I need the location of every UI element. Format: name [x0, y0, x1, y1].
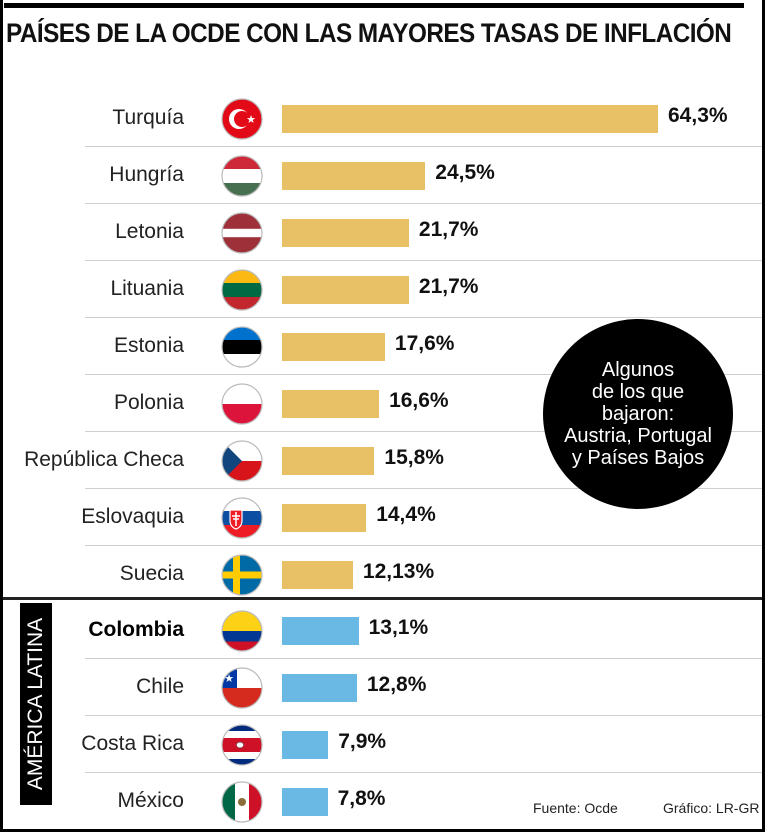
flag-lt-icon — [221, 269, 263, 311]
flag-cl-icon: ★ — [221, 667, 263, 709]
latam-label-text: AMÉRICA LATINA — [24, 617, 47, 791]
flag-se-icon — [221, 554, 263, 596]
value-label: 16,6% — [389, 389, 449, 412]
latam-group-label: AMÉRICA LATINA — [20, 603, 52, 805]
bar — [282, 731, 329, 759]
group-divider — [3, 597, 762, 600]
row-separator — [85, 203, 762, 204]
value-label: 17,6% — [394, 332, 455, 355]
annotation-line: Algunos — [601, 359, 675, 381]
flag-pl-icon — [221, 383, 263, 425]
annotation-line: bajaron: — [601, 403, 675, 425]
value-label: 24,5% — [435, 161, 495, 184]
bar-row: Suecia 12,13% — [0, 546, 762, 603]
country-label: Chile — [136, 675, 184, 698]
annotation-line: de los que — [591, 381, 685, 403]
row-separator — [85, 715, 762, 716]
annotation-line: y Países Bajos — [571, 447, 705, 469]
value-label: 64,3% — [668, 104, 728, 127]
value-label: 7,8% — [337, 787, 386, 810]
bar-row: Colombia 13,1% — [0, 602, 762, 659]
bar — [282, 447, 375, 475]
bar — [282, 561, 353, 589]
bar — [282, 788, 328, 816]
bar-row: México 7,8% — [0, 773, 762, 830]
credit-note: Gráfico: LR-GR — [663, 800, 760, 816]
row-separator — [85, 260, 762, 261]
country-label: Colombia — [88, 618, 184, 641]
country-label: Letonia — [115, 220, 184, 243]
flag-mx-icon — [221, 781, 263, 823]
country-label: Costa Rica — [81, 732, 184, 755]
row-separator — [85, 545, 762, 546]
country-label: Turquía — [112, 106, 184, 129]
value-label: 21,7% — [418, 275, 479, 298]
bar-row: República Checa 15,8% — [0, 432, 762, 489]
country-label: República Checa — [24, 448, 184, 471]
country-label: Hungría — [109, 163, 184, 186]
value-label: 14,4% — [376, 503, 436, 526]
bar-row: Lituania 21,7% — [0, 261, 762, 318]
bar-row: Estonia 17,6% — [0, 318, 762, 375]
annotation-bubble: Algunos de los que bajaron: Austria, Por… — [543, 319, 733, 509]
bar — [282, 674, 357, 702]
country-label: México — [117, 789, 184, 812]
bar-row: Hungría 24,5% — [0, 147, 762, 204]
svg-text:★: ★ — [246, 114, 256, 126]
top-rule — [4, 3, 744, 8]
value-label: 21,7% — [418, 218, 479, 241]
country-label: Polonia — [113, 391, 184, 414]
source-note: Fuente: Ocde — [533, 800, 618, 816]
annotation-line: Austria, Portugal — [564, 425, 712, 447]
country-label: Estonia — [113, 334, 184, 357]
row-separator — [85, 317, 762, 318]
bar — [282, 333, 385, 361]
flag-lv-icon — [221, 212, 263, 254]
country-label: Lituania — [110, 277, 184, 300]
bar-row: Letonia 21,7% — [0, 204, 762, 261]
svg-text:★: ★ — [224, 673, 234, 685]
row-separator — [85, 374, 762, 375]
row-separator — [85, 658, 762, 659]
bar-row: Costa Rica 7,9% — [0, 716, 762, 773]
row-separator — [85, 488, 762, 489]
bar-row: Eslovaquia 14,4% — [0, 489, 762, 546]
bar — [282, 105, 658, 133]
bar — [282, 504, 367, 532]
flag-ee-icon — [221, 326, 263, 368]
flag-sk-icon — [221, 497, 263, 539]
flag-hu-icon — [221, 155, 263, 197]
value-label: 12,13% — [362, 560, 435, 583]
row-separator — [85, 431, 762, 432]
value-label: 12,8% — [366, 673, 427, 696]
bar — [282, 390, 380, 418]
row-separator — [85, 146, 762, 147]
country-label: Eslovaquia — [81, 505, 184, 528]
chart-title: PAÍSES DE LA OCDE CON LAS MAYORES TASAS … — [6, 18, 732, 48]
bar — [282, 219, 409, 247]
flag-cz-icon — [221, 440, 263, 482]
bar-row: Chile ★ 12,8% — [0, 659, 762, 716]
flag-tr-icon: ★ — [221, 98, 263, 140]
bar-row: Polonia 16,6% — [0, 375, 762, 432]
row-separator — [85, 772, 762, 773]
bar — [282, 276, 409, 304]
flag-cr-icon — [221, 724, 263, 766]
bar — [282, 162, 426, 190]
bar — [282, 617, 359, 645]
flag-co-icon — [221, 610, 263, 652]
bar-row: Turquía ★ 64,3% — [0, 90, 762, 147]
value-label: 15,8% — [384, 446, 444, 469]
value-label: 13,1% — [368, 616, 429, 639]
value-label: 7,9% — [338, 730, 387, 753]
country-label: Suecia — [119, 562, 184, 585]
